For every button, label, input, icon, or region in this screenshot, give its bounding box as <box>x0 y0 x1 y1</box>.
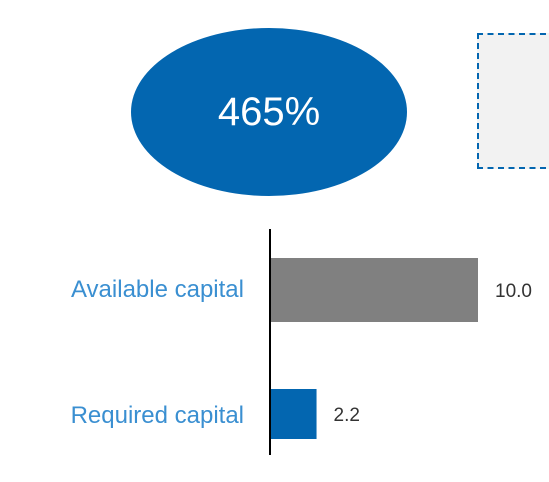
category-label-available-capital: Available capital <box>70 276 244 303</box>
dashed-placeholder-box <box>477 33 549 169</box>
ratio-value: 465% <box>217 90 321 134</box>
bar-available-capital <box>271 258 478 322</box>
bar-required-capital <box>271 389 317 439</box>
category-label-required-capital: Required capital <box>70 402 244 429</box>
data-label-required-capital: 2.2 <box>334 405 360 426</box>
data-label-available-capital: 10.0 <box>495 281 532 302</box>
ratio-ellipse: 465% <box>131 28 407 196</box>
